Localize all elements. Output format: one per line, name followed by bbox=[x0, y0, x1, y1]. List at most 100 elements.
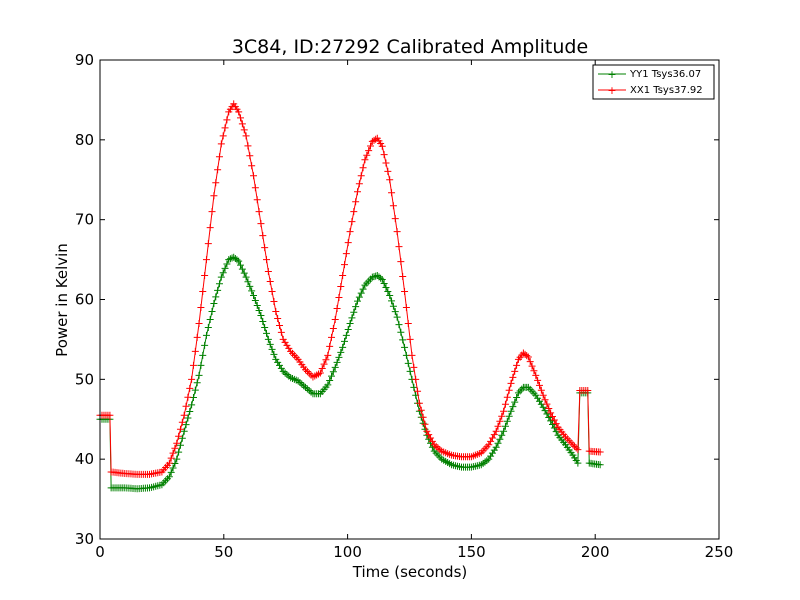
data-point-marker bbox=[386, 176, 394, 184]
data-point-marker bbox=[378, 276, 386, 284]
data-point-marker bbox=[188, 401, 196, 409]
data-point-marker bbox=[223, 260, 231, 268]
series-xx1 bbox=[96, 100, 604, 478]
data-point-marker bbox=[208, 208, 216, 216]
data-point-marker bbox=[365, 147, 373, 155]
data-point-marker bbox=[335, 353, 343, 361]
data-point-marker bbox=[191, 347, 199, 355]
data-point-marker bbox=[195, 319, 203, 327]
data-point-marker bbox=[264, 335, 272, 343]
data-point-marker bbox=[386, 292, 394, 300]
data-point-marker bbox=[263, 256, 271, 264]
data-point-marker bbox=[372, 135, 380, 143]
data-point-marker bbox=[406, 367, 414, 375]
data-point-marker bbox=[329, 368, 337, 376]
data-point-marker bbox=[238, 120, 246, 128]
data-point-marker bbox=[171, 444, 179, 452]
data-point-marker bbox=[333, 358, 341, 366]
data-point-marker bbox=[197, 303, 205, 311]
y-tick-label: 90 bbox=[75, 51, 94, 69]
data-point-marker bbox=[259, 232, 267, 240]
y-tick-label: 80 bbox=[75, 131, 94, 149]
data-point-marker bbox=[202, 331, 210, 339]
data-point-marker bbox=[389, 202, 397, 210]
data-point-marker bbox=[274, 314, 282, 322]
data-point-marker bbox=[316, 369, 324, 377]
data-point-marker bbox=[259, 317, 267, 325]
data-point-marker bbox=[178, 434, 186, 442]
data-point-marker bbox=[393, 228, 401, 236]
data-point-marker bbox=[501, 422, 509, 430]
data-point-marker bbox=[372, 272, 380, 280]
y-tick-label: 40 bbox=[75, 450, 94, 468]
data-point-marker bbox=[257, 311, 265, 319]
x-tick-label: 250 bbox=[705, 543, 734, 561]
data-point-marker bbox=[253, 301, 261, 309]
data-point-marker bbox=[406, 335, 414, 343]
data-point-marker bbox=[191, 386, 199, 394]
data-point-marker bbox=[326, 377, 334, 385]
data-point-marker bbox=[513, 361, 521, 369]
data-point-marker bbox=[175, 448, 183, 456]
data-point-marker bbox=[550, 424, 558, 432]
data-point-marker bbox=[180, 411, 188, 419]
data-point-marker bbox=[266, 340, 274, 348]
data-point-marker bbox=[272, 307, 280, 315]
data-point-marker bbox=[167, 454, 175, 462]
data-point-marker bbox=[348, 314, 356, 322]
data-point-marker bbox=[528, 362, 536, 370]
data-point-marker bbox=[221, 124, 229, 132]
data-point-marker bbox=[169, 449, 177, 457]
legend-label-xx1: XX1 Tsys37.92 bbox=[630, 85, 703, 96]
x-tick-label: 150 bbox=[457, 543, 486, 561]
data-point-marker bbox=[509, 373, 517, 381]
data-point-marker bbox=[397, 328, 405, 336]
data-point-marker bbox=[368, 273, 376, 281]
data-point-marker bbox=[255, 208, 263, 216]
data-point-marker bbox=[496, 435, 504, 443]
data-point-marker bbox=[329, 324, 337, 332]
data-point-marker bbox=[106, 411, 114, 419]
data-point-marker bbox=[193, 333, 201, 341]
data-point-marker bbox=[219, 269, 227, 277]
data-point-marker bbox=[176, 425, 184, 433]
data-point-marker bbox=[337, 283, 345, 291]
data-point-marker bbox=[180, 427, 188, 435]
data-point-marker bbox=[277, 328, 285, 336]
data-point-marker bbox=[206, 224, 214, 232]
data-point-marker bbox=[548, 412, 556, 420]
data-point-marker bbox=[250, 292, 258, 300]
data-point-marker bbox=[354, 188, 362, 196]
data-point-marker bbox=[165, 473, 173, 481]
data-point-marker bbox=[324, 381, 332, 389]
data-point-marker bbox=[417, 406, 425, 414]
data-point-marker bbox=[377, 274, 385, 282]
data-point-marker bbox=[574, 459, 582, 467]
data-point-marker bbox=[210, 192, 218, 200]
data-point-marker bbox=[201, 341, 209, 349]
data-point-marker bbox=[235, 108, 243, 116]
legend-marker-yy1: + bbox=[607, 68, 616, 81]
data-point-marker bbox=[197, 361, 205, 369]
data-point-marker bbox=[344, 325, 352, 333]
data-point-marker bbox=[268, 288, 276, 296]
data-point-marker bbox=[346, 228, 354, 236]
data-point-marker bbox=[550, 416, 558, 424]
data-point-marker bbox=[189, 361, 197, 369]
data-point-marker bbox=[355, 293, 363, 301]
data-point-marker bbox=[212, 179, 220, 187]
data-point-marker bbox=[408, 351, 416, 359]
data-point-marker bbox=[399, 336, 407, 344]
data-point-marker bbox=[511, 367, 519, 375]
data-point-marker bbox=[268, 345, 276, 353]
x-tick-label: 100 bbox=[333, 543, 362, 561]
data-point-marker bbox=[240, 269, 248, 277]
x-tick-label: 0 bbox=[95, 543, 105, 561]
data-point-marker bbox=[391, 215, 399, 223]
data-point-marker bbox=[335, 294, 343, 302]
data-point-marker bbox=[331, 315, 339, 323]
data-point-marker bbox=[212, 293, 220, 301]
data-point-marker bbox=[526, 358, 534, 366]
data-point-marker bbox=[276, 321, 284, 329]
data-point-marker bbox=[248, 162, 256, 170]
